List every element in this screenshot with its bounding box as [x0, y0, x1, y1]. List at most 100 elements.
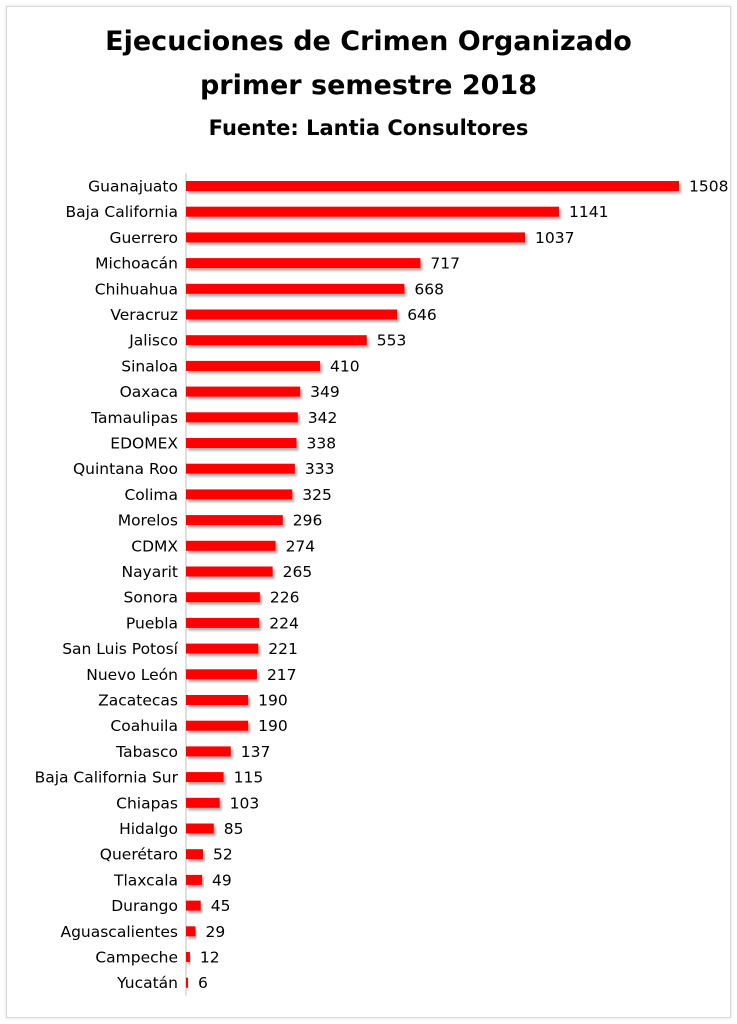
- bar: [186, 412, 298, 423]
- category-label: Baja California: [66, 203, 178, 221]
- bar: [186, 874, 203, 885]
- category-label: Yucatán: [116, 974, 178, 992]
- chart-frame: [6, 6, 731, 1018]
- category-label: Baja California Sur: [35, 769, 179, 787]
- category-label: Querétaro: [100, 846, 178, 864]
- bar: [186, 977, 188, 988]
- bar: [186, 669, 257, 680]
- value-label: 265: [283, 563, 313, 581]
- bar: [186, 746, 231, 757]
- bar: [186, 643, 259, 654]
- value-label: 296: [293, 512, 323, 530]
- category-label: EDOMEX: [110, 435, 178, 453]
- value-label: 333: [305, 460, 335, 478]
- category-label: Coahuila: [110, 717, 178, 735]
- bar: [186, 592, 260, 603]
- bar: [186, 772, 224, 783]
- value-label: 338: [307, 435, 337, 453]
- bar: [186, 206, 560, 217]
- category-label: Guanajuato: [88, 178, 178, 196]
- category-label: Morelos: [118, 512, 178, 530]
- value-label: 190: [258, 692, 288, 710]
- bar: [186, 258, 421, 269]
- category-label: Nayarit: [121, 563, 178, 581]
- category-label: Sonora: [124, 589, 179, 607]
- value-label: 45: [211, 897, 231, 915]
- bar: [186, 515, 283, 526]
- category-label: Zacatecas: [98, 692, 178, 710]
- category-label: Jalisco: [128, 332, 178, 350]
- value-label: 12: [200, 949, 220, 967]
- value-label: 6: [198, 974, 208, 992]
- bar: [186, 695, 249, 705]
- value-label: 325: [302, 486, 332, 504]
- bar: [186, 386, 301, 397]
- category-label: Oaxaca: [120, 383, 178, 401]
- bar: [186, 463, 295, 474]
- value-label: 224: [269, 614, 299, 632]
- value-label: 410: [330, 357, 360, 375]
- value-label: 1141: [569, 203, 608, 221]
- category-label: Tlaxcala: [113, 871, 178, 889]
- category-label: Puebla: [126, 614, 178, 632]
- value-label: 342: [308, 409, 338, 427]
- bar: [186, 335, 367, 346]
- value-label: 646: [407, 306, 437, 324]
- bar: [186, 617, 260, 628]
- bar: [186, 360, 321, 371]
- category-label: Durango: [111, 897, 178, 915]
- bar: [186, 181, 679, 191]
- bar: [186, 540, 276, 551]
- category-label: Chihuahua: [95, 280, 178, 298]
- value-label: 221: [268, 640, 298, 658]
- category-label: Tamaulipas: [90, 409, 178, 427]
- category-label: Chiapas: [116, 794, 178, 812]
- bar: [186, 283, 405, 294]
- bar: [186, 232, 526, 243]
- category-label: Veracruz: [110, 306, 178, 324]
- value-label: 52: [213, 846, 233, 864]
- category-label: Aguascalientes: [60, 923, 178, 941]
- category-label: Sinaloa: [121, 357, 178, 375]
- value-label: 226: [270, 589, 300, 607]
- value-label: 668: [414, 280, 444, 298]
- value-label: 103: [230, 794, 260, 812]
- bar: [186, 309, 398, 320]
- value-label: 137: [241, 743, 271, 761]
- bar: [186, 900, 201, 911]
- value-label: 29: [205, 923, 225, 941]
- value-label: 115: [234, 769, 264, 787]
- category-label: Quintana Roo: [73, 460, 178, 478]
- bar: [186, 438, 297, 448]
- bar: [186, 823, 214, 834]
- value-label: 85: [224, 820, 244, 838]
- value-label: 1508: [689, 178, 728, 196]
- category-label: Michoacán: [95, 255, 178, 273]
- chart-subtitle: Fuente: Lantia Consultores: [208, 116, 529, 140]
- category-label: Colima: [124, 486, 178, 504]
- category-label: San Luis Potosí: [62, 640, 178, 658]
- bar: [186, 797, 220, 808]
- category-label: Hidalgo: [119, 820, 178, 838]
- chart-title: Ejecuciones de Crimen Organizado: [105, 26, 632, 57]
- bar: [186, 849, 203, 860]
- bars-layer: [185, 173, 679, 996]
- value-label: 553: [377, 332, 407, 350]
- value-label: 190: [258, 717, 288, 735]
- value-label: 274: [286, 537, 316, 555]
- bar: [186, 489, 293, 500]
- value-label: 49: [212, 871, 232, 889]
- category-label: Nuevo León: [86, 666, 178, 684]
- bar: [186, 720, 249, 731]
- category-label: Guerrero: [109, 229, 178, 247]
- value-label: 717: [430, 255, 460, 273]
- category-label: Tabasco: [115, 743, 178, 761]
- value-label: 1037: [535, 229, 574, 247]
- category-labels: Guanajuato Baja California Guerrero Michoac…: [35, 178, 179, 993]
- chart-title-line-2: primer semestre 2018: [199, 70, 538, 101]
- bar: [186, 926, 196, 937]
- bar: [186, 566, 273, 577]
- bar: [186, 952, 190, 962]
